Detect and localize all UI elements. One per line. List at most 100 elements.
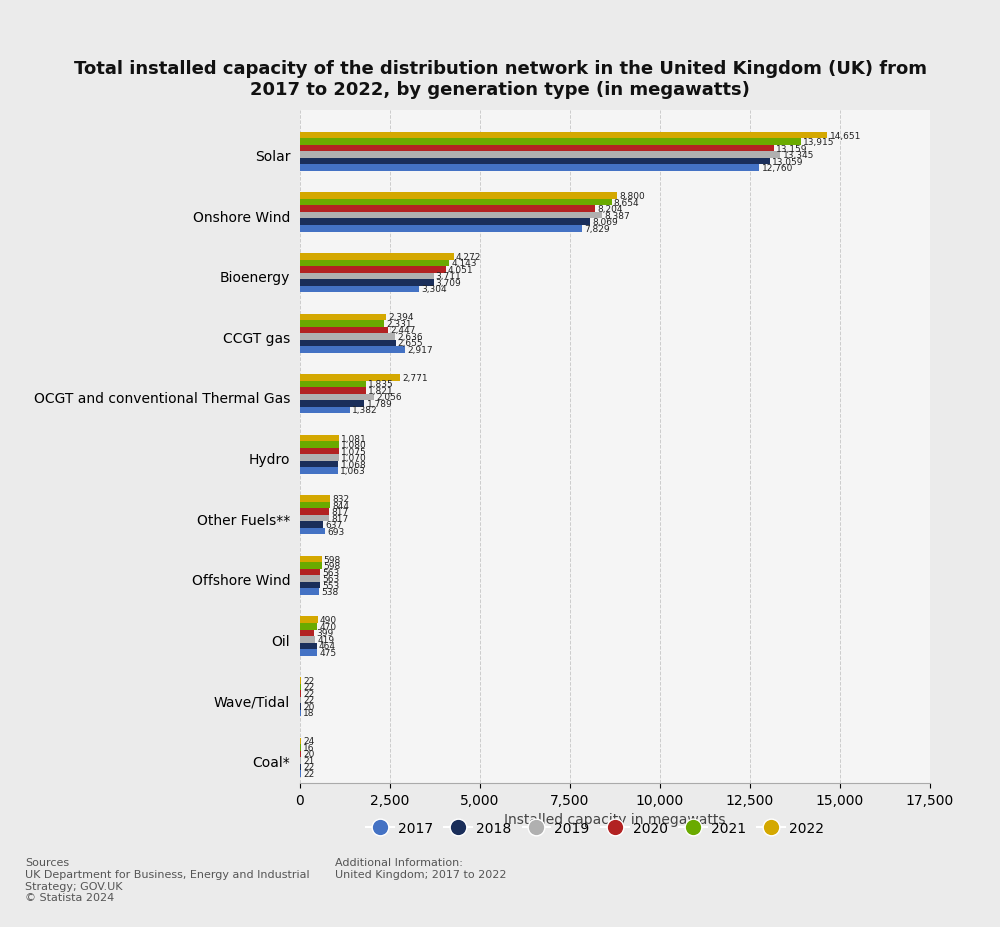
Bar [300, 254, 454, 260]
Bar [300, 273, 434, 280]
Text: 1,821: 1,821 [368, 387, 393, 396]
Bar [300, 139, 801, 146]
Text: 1,080: 1,080 [341, 440, 367, 450]
Text: 13,059: 13,059 [772, 158, 804, 167]
Bar [300, 327, 388, 334]
Bar [300, 436, 339, 442]
Text: 1,068: 1,068 [341, 460, 366, 469]
Text: 14,651: 14,651 [830, 132, 861, 141]
Bar [300, 226, 582, 233]
Text: 3,304: 3,304 [421, 285, 447, 294]
Bar [300, 286, 419, 293]
Text: 490: 490 [320, 616, 337, 625]
Bar [300, 267, 446, 273]
Bar [300, 407, 350, 413]
Bar [300, 314, 386, 321]
Text: 2,917: 2,917 [407, 346, 433, 354]
Text: 1,789: 1,789 [367, 400, 392, 409]
Text: 8,800: 8,800 [619, 192, 645, 201]
Bar [300, 400, 364, 407]
Text: 2,636: 2,636 [397, 333, 423, 341]
Text: 464: 464 [319, 641, 336, 651]
Text: 8,387: 8,387 [604, 211, 630, 221]
Bar [300, 133, 827, 139]
Bar [300, 629, 314, 636]
Text: 8,654: 8,654 [614, 198, 639, 208]
Text: Total installed capacity of the distribution network in the United Kingdom (UK) : Total installed capacity of the distribu… [74, 60, 926, 99]
Text: 21: 21 [303, 756, 314, 765]
Text: 12,760: 12,760 [762, 164, 793, 173]
Bar [300, 642, 317, 649]
Text: 22: 22 [303, 689, 314, 698]
Bar [300, 442, 339, 449]
Bar [300, 159, 770, 165]
Text: Sources
UK Department for Business, Energy and Industrial
Strategy; GOV.UK
© Sta: Sources UK Department for Business, Ener… [25, 857, 310, 902]
Bar [300, 193, 617, 199]
Text: 22: 22 [303, 682, 314, 692]
Text: 4,143: 4,143 [451, 259, 477, 268]
Bar [300, 340, 396, 347]
Text: 637: 637 [325, 521, 342, 529]
Bar [300, 515, 329, 522]
Text: 553: 553 [322, 581, 339, 590]
Bar [300, 569, 320, 576]
Bar [300, 213, 602, 220]
Text: 4,051: 4,051 [448, 265, 474, 274]
Bar [300, 623, 317, 629]
Bar [300, 381, 366, 387]
Text: 22: 22 [303, 763, 314, 771]
Text: 13,915: 13,915 [803, 138, 835, 147]
Text: 3,709: 3,709 [436, 278, 461, 287]
Text: 22: 22 [303, 769, 314, 778]
Bar [300, 649, 317, 655]
Text: 1,382: 1,382 [352, 406, 378, 415]
Bar [300, 582, 320, 589]
Text: 399: 399 [317, 629, 334, 638]
Text: 470: 470 [319, 622, 336, 631]
Bar [300, 375, 400, 381]
Text: 2,394: 2,394 [388, 313, 414, 322]
Text: 1,835: 1,835 [368, 380, 394, 389]
Bar [300, 616, 318, 623]
Text: 419: 419 [317, 635, 334, 644]
Bar [300, 449, 339, 455]
Text: 563: 563 [322, 568, 340, 578]
Bar [300, 220, 590, 226]
Text: 538: 538 [322, 588, 339, 597]
Bar [300, 528, 325, 535]
Bar [300, 522, 323, 528]
Bar [300, 502, 330, 509]
X-axis label: Installed capacity in megawatts: Installed capacity in megawatts [504, 813, 726, 827]
Bar [300, 556, 322, 563]
Text: 18: 18 [303, 708, 314, 717]
Text: 2,331: 2,331 [386, 320, 412, 328]
Text: 8,204: 8,204 [598, 205, 623, 214]
Text: 20: 20 [303, 750, 314, 758]
Text: 817: 817 [332, 514, 349, 523]
Bar [300, 509, 329, 515]
Text: 22: 22 [303, 676, 314, 685]
Text: 1,063: 1,063 [340, 466, 366, 476]
Text: 13,159: 13,159 [776, 145, 807, 154]
Bar [300, 152, 780, 159]
Bar [300, 199, 612, 206]
Bar [300, 589, 319, 595]
Text: Additional Information:
United Kingdom; 2017 to 2022: Additional Information: United Kingdom; … [335, 857, 507, 879]
Bar [300, 394, 374, 400]
Text: 2,771: 2,771 [402, 374, 428, 383]
Text: 817: 817 [332, 508, 349, 516]
Text: 832: 832 [332, 495, 349, 503]
Text: 844: 844 [333, 502, 350, 510]
Text: 24: 24 [303, 737, 314, 745]
Text: 20: 20 [303, 702, 314, 711]
Text: 4,272: 4,272 [456, 252, 481, 261]
Bar [300, 468, 338, 475]
Text: 475: 475 [319, 648, 336, 657]
Bar [300, 455, 339, 462]
Text: 16: 16 [303, 743, 314, 752]
Bar [300, 347, 405, 353]
Text: 598: 598 [324, 555, 341, 564]
Bar [300, 165, 759, 171]
Text: 2,655: 2,655 [398, 339, 423, 348]
Text: 563: 563 [322, 575, 340, 584]
